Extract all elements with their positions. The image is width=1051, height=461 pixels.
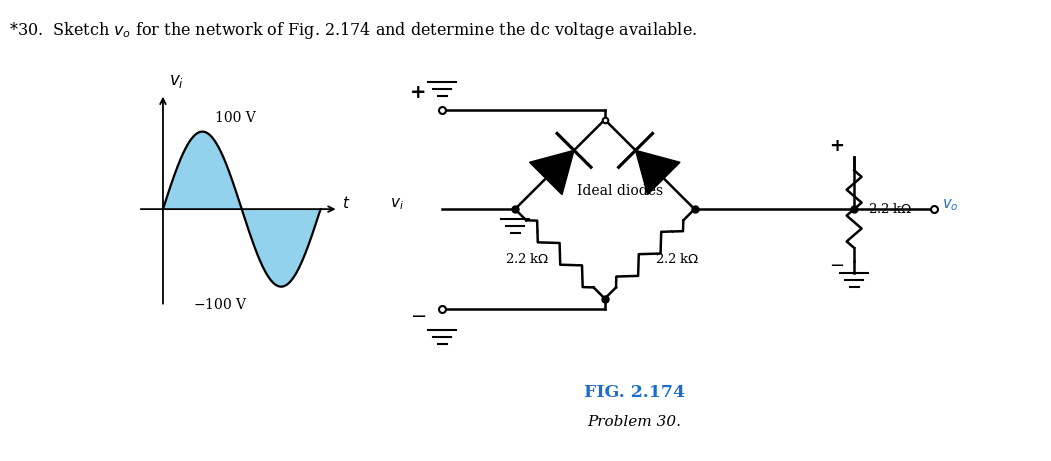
Polygon shape — [530, 150, 574, 195]
Text: 2.2 k$\Omega$: 2.2 k$\Omega$ — [868, 202, 912, 216]
Text: $-$100 V: $-$100 V — [193, 296, 248, 312]
Text: 100 V: 100 V — [214, 111, 255, 124]
Text: FIG. 2.174: FIG. 2.174 — [584, 384, 685, 401]
Text: $t$: $t$ — [343, 195, 351, 211]
Text: +: + — [828, 137, 844, 155]
Text: $-$: $-$ — [410, 306, 427, 325]
Text: $v_o$: $v_o$ — [942, 197, 959, 213]
Polygon shape — [242, 209, 321, 287]
Text: Ideal diodes: Ideal diodes — [577, 184, 663, 198]
Text: 2.2 k$\Omega$: 2.2 k$\Omega$ — [655, 252, 699, 266]
Text: $-$: $-$ — [828, 255, 844, 273]
Text: +: + — [410, 83, 427, 102]
Text: $v_i$: $v_i$ — [169, 73, 184, 90]
Text: Problem 30.: Problem 30. — [588, 415, 682, 429]
Polygon shape — [163, 131, 242, 209]
Text: 2.2 k$\Omega$: 2.2 k$\Omega$ — [506, 252, 550, 266]
Text: $v_i$: $v_i$ — [390, 196, 405, 212]
Text: *30.  Sketch $v_o$ for the network of Fig. 2.174 and determine the dc voltage av: *30. Sketch $v_o$ for the network of Fig… — [9, 20, 698, 41]
Polygon shape — [636, 150, 680, 195]
